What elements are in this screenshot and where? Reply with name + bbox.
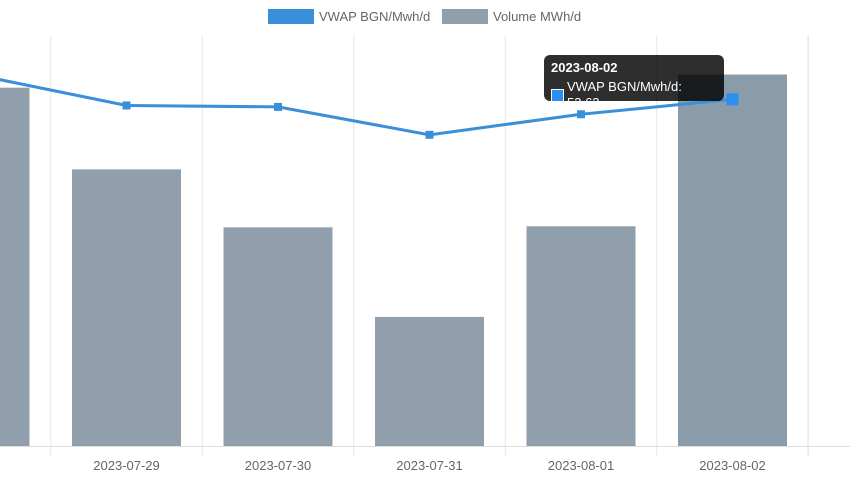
x-tick-label: 2023-08-02 bbox=[699, 458, 766, 473]
vwap-line bbox=[0, 78, 739, 139]
vwap-point[interactable] bbox=[122, 101, 131, 110]
x-axis: 82023-07-292023-07-302023-07-312023-08-0… bbox=[0, 446, 850, 473]
tooltip-label: VWAP BGN/Mwh/d: 53.62 bbox=[567, 79, 682, 110]
legend-label-vwap[interactable]: VWAP BGN/Mwh/d bbox=[319, 9, 430, 24]
x-tick-label: 2023-07-30 bbox=[245, 458, 312, 473]
tooltip: 2023-08-02 VWAP BGN/Mwh/d: 53.62 bbox=[544, 55, 724, 110]
legend-label-volume[interactable]: Volume MWh/d bbox=[493, 9, 581, 24]
tooltip-title: 2023-08-02 bbox=[551, 60, 618, 75]
x-tick-label: 2023-07-29 bbox=[93, 458, 160, 473]
vwap-line-path bbox=[0, 78, 733, 137]
volume-bar[interactable] bbox=[526, 226, 636, 446]
volume-bars bbox=[0, 74, 787, 447]
volume-bar[interactable] bbox=[375, 316, 484, 446]
vwap-point[interactable] bbox=[726, 93, 739, 106]
legend-swatch-vwap[interactable] bbox=[268, 9, 314, 24]
vwap-point[interactable] bbox=[425, 130, 434, 139]
tooltip-row: VWAP BGN/Mwh/d: 53.62 bbox=[551, 79, 717, 111]
volume-bar[interactable] bbox=[72, 169, 181, 446]
x-tick-label: 2023-08-01 bbox=[548, 458, 615, 473]
legend[interactable]: VWAP BGN/Mwh/d Volume MWh/d bbox=[268, 9, 581, 24]
x-tick-label: 2023-07-31 bbox=[396, 458, 463, 473]
vwap-point[interactable] bbox=[577, 110, 585, 119]
legend-swatch-volume[interactable] bbox=[442, 9, 488, 24]
volume-bar[interactable] bbox=[678, 74, 787, 447]
volume-bar[interactable] bbox=[0, 87, 30, 446]
volume-bar[interactable] bbox=[223, 227, 333, 446]
tooltip-swatch bbox=[551, 88, 564, 102]
vwap-point[interactable] bbox=[274, 102, 282, 111]
